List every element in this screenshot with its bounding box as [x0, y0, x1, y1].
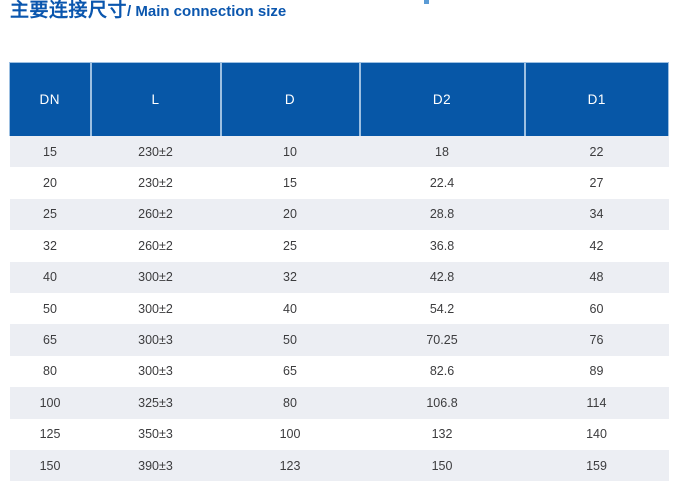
table-row: 100 325±3 80 106.8 114: [9, 387, 669, 419]
table-cell: 325±3: [138, 395, 173, 410]
table-row: 40 300±2 32 42.8 48: [9, 261, 669, 293]
table-cell: 10: [283, 144, 297, 159]
table-cell: 40: [283, 301, 297, 316]
table-cell: 123: [279, 458, 301, 473]
table-cell: 22: [589, 144, 604, 159]
table-cell: 20: [283, 207, 297, 222]
table-cell: 300±2: [138, 301, 173, 316]
table-cell: 76: [589, 333, 604, 348]
table-cell: 230±2: [138, 176, 173, 191]
table-row: 65 300±3 50 70.25 76: [9, 324, 669, 356]
table-cell: 350±3: [138, 427, 173, 442]
table-cell: 300±3: [138, 333, 173, 348]
table-cell: 390±3: [138, 458, 173, 473]
table-cell: 150: [39, 458, 61, 473]
table-cell: 70.25: [426, 333, 458, 348]
table-cell: 34: [589, 207, 604, 222]
table-cell: 260±2: [138, 238, 173, 253]
table-row: 20 230±2 15 22.4 27: [9, 167, 669, 199]
table-cell: 89: [589, 364, 604, 379]
table-row: 80 300±3 65 82.6 89: [9, 355, 669, 388]
table-row: 15 230±2 10 18 22: [9, 136, 669, 168]
table-cell: 114: [586, 395, 607, 410]
table-cell: 36.8: [429, 238, 455, 253]
column-header-d: D: [220, 62, 361, 136]
table-cell: 150: [431, 458, 453, 473]
table-cell: 32: [43, 238, 57, 253]
table-cell: 80: [43, 364, 57, 379]
table-cell: 32: [283, 270, 297, 285]
column-header-d1: D1: [524, 62, 669, 136]
table-cell: 15: [283, 176, 297, 191]
table-cell: 100: [279, 427, 301, 442]
table-row: 32 260±2 25 36.8 42: [9, 230, 669, 262]
table-cell: 18: [435, 144, 449, 159]
table-row: 25 260±2 20 28.8 34: [9, 198, 669, 231]
table-cell: 15: [43, 144, 57, 159]
table-cell: 25: [43, 207, 57, 222]
table-header-row: DN L D D2 D1: [9, 62, 669, 136]
table-cell: 125: [39, 427, 61, 442]
table-row: 50 300±2 40 54.2 60: [9, 292, 669, 325]
page-title: 主要连接尺寸/ Main connection size: [10, 0, 286, 27]
table-cell: 106.8: [426, 395, 458, 410]
table-cell: 300±3: [138, 364, 173, 379]
table-cell: 50: [283, 333, 297, 348]
table-cell: 132: [431, 427, 453, 442]
table-cell: 260±2: [138, 207, 173, 222]
table-cell: 140: [586, 427, 607, 442]
table-cell: 82.6: [429, 364, 455, 379]
table-cell: 48: [589, 270, 604, 285]
column-header-d2: D2: [359, 62, 526, 136]
table-cell: 100: [39, 395, 61, 410]
table-cell: 20: [43, 176, 57, 191]
table-cell: 159: [586, 458, 607, 473]
table-cell: 65: [283, 364, 297, 379]
table-cell: 50: [43, 301, 57, 316]
table-cell: 65: [43, 333, 57, 348]
table-row: 150 390±3 123 150 159: [9, 449, 669, 482]
column-header-l: L: [90, 62, 222, 136]
column-header-dn: DN: [9, 62, 92, 136]
table-cell: 27: [589, 176, 604, 191]
table-cell: 28.8: [429, 207, 455, 222]
table-cell: 22.4: [429, 176, 455, 191]
table-cell: 25: [283, 238, 297, 253]
table-cell: 80: [283, 395, 297, 410]
table-cell: 54.2: [429, 301, 455, 316]
table-row: 125 350±3 100 132 140: [9, 418, 669, 450]
table-cell: 42: [589, 238, 604, 253]
clipped-edge-artifact: [424, 0, 429, 4]
table-cell: 230±2: [138, 144, 173, 159]
table-cell: 42.8: [429, 270, 455, 285]
connection-size-table: DN L D D2 D1 15 230±2 10 18 22 20 230±2 15 22.4 27 25 2…: [9, 62, 669, 482]
page-title-chinese: 主要连接尺寸: [10, 0, 128, 21]
table-cell: 40: [43, 270, 57, 285]
page-title-english: / Main connection size: [127, 3, 287, 20]
table-cell: 60: [589, 301, 604, 316]
table-cell: 300±2: [138, 270, 173, 285]
